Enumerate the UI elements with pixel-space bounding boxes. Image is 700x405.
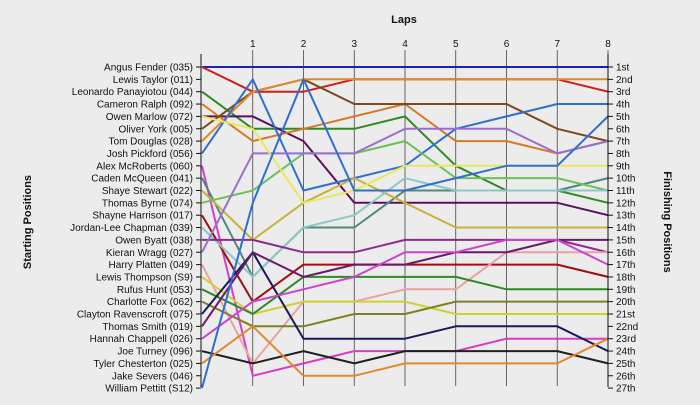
finishing-label: 1st [616, 63, 630, 74]
finishing-label: 21st [616, 310, 635, 321]
lap-tick-label: 4 [402, 39, 408, 50]
driver-line [201, 300, 608, 328]
driver-line [201, 251, 609, 352]
finishing-label: 2nd [616, 75, 633, 86]
lap-tick-label: 6 [504, 39, 510, 50]
lap-tick-label: 3 [351, 39, 357, 50]
driver-line [201, 78, 609, 389]
driver-label: Lewis Thompson (S9) [96, 272, 193, 283]
driver-label: Angus Fender (035) [104, 63, 193, 74]
driver-label: Clayton Ravenscroft (075) [77, 310, 193, 321]
finishing-label: 15th [616, 235, 635, 246]
driver-label: Hannah Chappell (026) [90, 334, 193, 345]
lap-tick-labels: 1 2 3 4 5 6 7 8 [250, 39, 611, 50]
lap-tick-label: 8 [605, 39, 611, 50]
driver-label: Cameron Ralph (092) [97, 100, 193, 111]
finishing-label: 19th [616, 285, 635, 296]
driver-label: Shaye Stewart (022) [102, 186, 193, 197]
driver-label: Caden McQueen (041) [91, 174, 193, 185]
driver-line [201, 325, 609, 377]
finishing-label: 20th [616, 297, 635, 308]
finishing-label: 12th [616, 198, 635, 209]
finishing-label: 13th [616, 211, 635, 222]
driver-label: Charlotte Fox (062) [107, 297, 193, 308]
driver-line [201, 177, 608, 241]
driver-label: Oliver York (005) [119, 124, 193, 135]
finishing-label: 17th [616, 260, 635, 271]
finishing-label: 3rd [616, 87, 630, 98]
finishing-label: 22nd [616, 322, 638, 333]
finishing-label: 5th [616, 112, 630, 123]
driver-label: Thomas Byrne (074) [102, 198, 193, 209]
driver-label: Shayne Harrison (017) [92, 211, 193, 222]
driver-label: Leonardo Panayiotou (044) [72, 87, 193, 98]
finishing-label: 27th [616, 384, 635, 395]
driver-label: Josh Pickford (056) [107, 149, 193, 160]
driver-label: Owen Byatt (038) [115, 235, 193, 246]
finishing-label: 16th [616, 248, 635, 259]
driver-line [201, 78, 608, 142]
driver-label: Tyler Chesterton (025) [94, 359, 194, 370]
driver-label: Alex McRoberts (060) [96, 161, 193, 172]
driver-label: Joe Turney (096) [117, 347, 193, 358]
driver-label: Rufus Hunt (053) [117, 285, 193, 296]
y2-axis-label: Finishing Positions [661, 171, 673, 272]
driver-label: Harry Platten (049) [109, 260, 193, 271]
driver-line [201, 140, 609, 204]
finishing-label: 24th [616, 347, 635, 358]
driver-line [201, 276, 608, 315]
driver-label: Thomas Smith (019) [102, 322, 193, 333]
finishing-label: 11th [616, 186, 635, 197]
lap-tick-label: 5 [453, 39, 459, 50]
driver-label: Jordan-Lee Chapman (039) [70, 223, 193, 234]
driver-label: William Pettitt (S12) [105, 384, 193, 395]
finishing-label: 18th [616, 272, 635, 283]
lap-tick-label: 2 [301, 39, 307, 50]
finishing-label: 9th [616, 161, 630, 172]
y-axis-label: Starting Positions [22, 175, 34, 269]
finishing-label: 7th [616, 137, 630, 148]
driver-label: Tom Douglas (028) [109, 137, 193, 148]
driver-label: Owen Marlow (072) [106, 112, 193, 123]
driver-lines [201, 66, 609, 389]
finishing-label: 25th [616, 359, 635, 370]
driver-line [201, 238, 609, 340]
chart-title: Laps [391, 14, 417, 26]
driver-label: Jake Severs (046) [112, 371, 193, 382]
finishing-label: 26th [616, 371, 635, 382]
finishing-label: 6th [616, 124, 630, 135]
finishing-label: 4th [616, 100, 630, 111]
finishing-label: 23rd [616, 334, 636, 345]
driver-label: Kieran Wragg (027) [106, 248, 193, 259]
lap-tick-label: 1 [250, 39, 256, 50]
starting-position-labels: Angus Fender (035)Lewis Taylor (011)Leon… [70, 63, 201, 395]
driver-label: Lewis Taylor (011) [113, 75, 193, 86]
finishing-label: 8th [616, 149, 630, 160]
driver-line [201, 238, 608, 327]
lap-gridlines [252, 50, 609, 386]
finishing-label: 10th [616, 174, 635, 185]
driver-line [201, 350, 609, 365]
driver-line [201, 275, 608, 315]
lap-tick-label: 7 [554, 39, 560, 50]
finishing-label: 14th [616, 223, 635, 234]
